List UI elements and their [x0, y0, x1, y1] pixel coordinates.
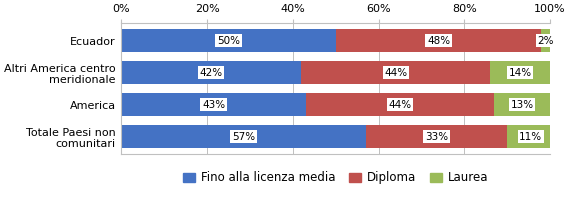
Text: 11%: 11% [519, 132, 542, 142]
Text: 43%: 43% [202, 100, 225, 110]
Bar [306, 93, 494, 116]
Text: 33%: 33% [425, 132, 448, 142]
Text: 48%: 48% [427, 36, 450, 46]
Bar [302, 61, 490, 84]
Text: 14%: 14% [508, 68, 532, 78]
Bar [336, 29, 542, 52]
Bar [507, 125, 554, 148]
Legend: Fino alla licenza media, Diploma, Laurea: Fino alla licenza media, Diploma, Laurea [178, 167, 493, 189]
Text: 50%: 50% [217, 36, 240, 46]
Bar [490, 61, 550, 84]
Text: 2%: 2% [538, 36, 554, 46]
Text: 44%: 44% [388, 100, 412, 110]
Bar [121, 29, 336, 52]
Bar [542, 29, 550, 52]
Bar [494, 93, 550, 116]
Bar [121, 125, 366, 148]
Text: 44%: 44% [384, 68, 407, 78]
Text: 13%: 13% [511, 100, 534, 110]
Bar [366, 125, 507, 148]
Text: 57%: 57% [232, 132, 255, 142]
Bar [121, 61, 302, 84]
Text: 42%: 42% [200, 68, 223, 78]
Bar [121, 93, 306, 116]
